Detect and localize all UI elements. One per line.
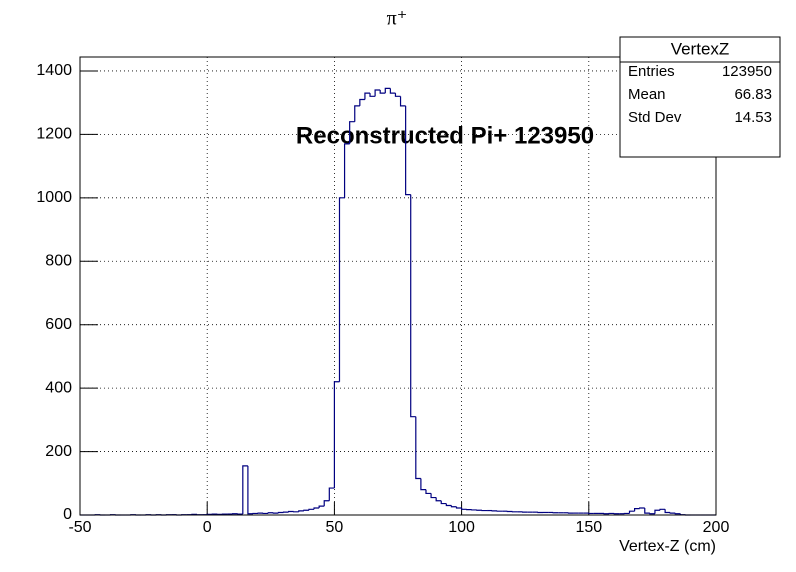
stats-label: Std Dev (628, 109, 682, 126)
y-tick-label: 1200 (36, 126, 72, 143)
histogram-bin (425, 489, 432, 495)
stats-value: 14.53 (734, 109, 772, 126)
histogram-bin (649, 513, 655, 515)
histogram-bin (654, 509, 661, 514)
histogram-bin (659, 508, 666, 511)
histogram-bin (379, 89, 386, 94)
histogram-bin (318, 505, 325, 509)
histogram-bin (633, 508, 640, 512)
histogram-bin (267, 512, 274, 514)
histogram-bin (328, 487, 335, 501)
y-tick-label: 200 (45, 443, 72, 460)
histogram-bin (303, 509, 309, 511)
stats-label: Entries (628, 63, 675, 80)
histogram-bin (333, 381, 340, 489)
y-tick-label: 800 (45, 252, 72, 269)
histogram-bin (435, 497, 442, 502)
x-tick-label: 50 (326, 519, 344, 536)
histogram-bin (461, 508, 467, 510)
y-tick-label: 1400 (36, 62, 72, 79)
x-tick-label: 0 (203, 519, 212, 536)
y-tick-label: 600 (45, 316, 72, 333)
histogram-bin (669, 512, 676, 514)
y-tick-label: 400 (45, 379, 72, 396)
histogram-bin (247, 465, 253, 515)
histogram-bin (313, 507, 320, 510)
histogram-bin (389, 88, 396, 94)
stats-value: 123950 (722, 63, 772, 80)
histogram-bin (628, 510, 635, 514)
plot-frame (79, 56, 717, 516)
histogram-bin (338, 197, 345, 382)
histogram-bin (354, 105, 360, 122)
histogram-bin (288, 510, 294, 513)
histogram-bin (308, 508, 315, 511)
y-tick-label: 1000 (36, 189, 72, 206)
stats-label: Mean (628, 86, 666, 103)
histogram-bin (384, 87, 391, 94)
histogram-bin (323, 500, 330, 507)
chart-title: π⁺ (387, 8, 408, 30)
histogram-bin (644, 508, 650, 514)
histogram-bin (364, 92, 371, 100)
histogram-bin (664, 509, 671, 514)
histogram-bin (405, 105, 411, 196)
x-tick-label: 150 (575, 519, 602, 536)
histogram-bin (639, 507, 645, 509)
x-tick-label: -50 (68, 519, 91, 536)
histogram-bin (349, 121, 355, 144)
histogram-bin (242, 465, 248, 515)
histogram-bin (359, 98, 365, 106)
stats-title: VertexZ (671, 39, 730, 58)
histogram-bin (430, 493, 437, 499)
histogram-bin (420, 478, 426, 491)
histogram-bin (399, 96, 406, 107)
histogram-bin (277, 511, 284, 514)
x-tick-label: 200 (703, 519, 730, 536)
histogram-bin (394, 93, 401, 97)
histogram-bin (445, 503, 452, 507)
y-tick-label: 0 (63, 506, 72, 523)
histogram-bin (374, 89, 381, 97)
histogram-bin (674, 513, 681, 515)
histogram-bin (440, 500, 447, 505)
stats-value: 66.83 (734, 86, 772, 103)
histogram-bin (343, 143, 350, 198)
x-tick-label: 100 (448, 519, 475, 536)
x-axis-label: Vertex-Z (cm) (619, 538, 716, 555)
histogram-bin (298, 510, 304, 512)
histogram-bin (450, 505, 457, 508)
histogram-bin (455, 506, 462, 509)
stats-box (619, 36, 781, 158)
histogram-bin (415, 416, 421, 480)
histogram-bin (410, 194, 416, 418)
histogram-bin (369, 93, 376, 97)
annotation: Reconstructed Pi+ 123950 (296, 122, 594, 149)
